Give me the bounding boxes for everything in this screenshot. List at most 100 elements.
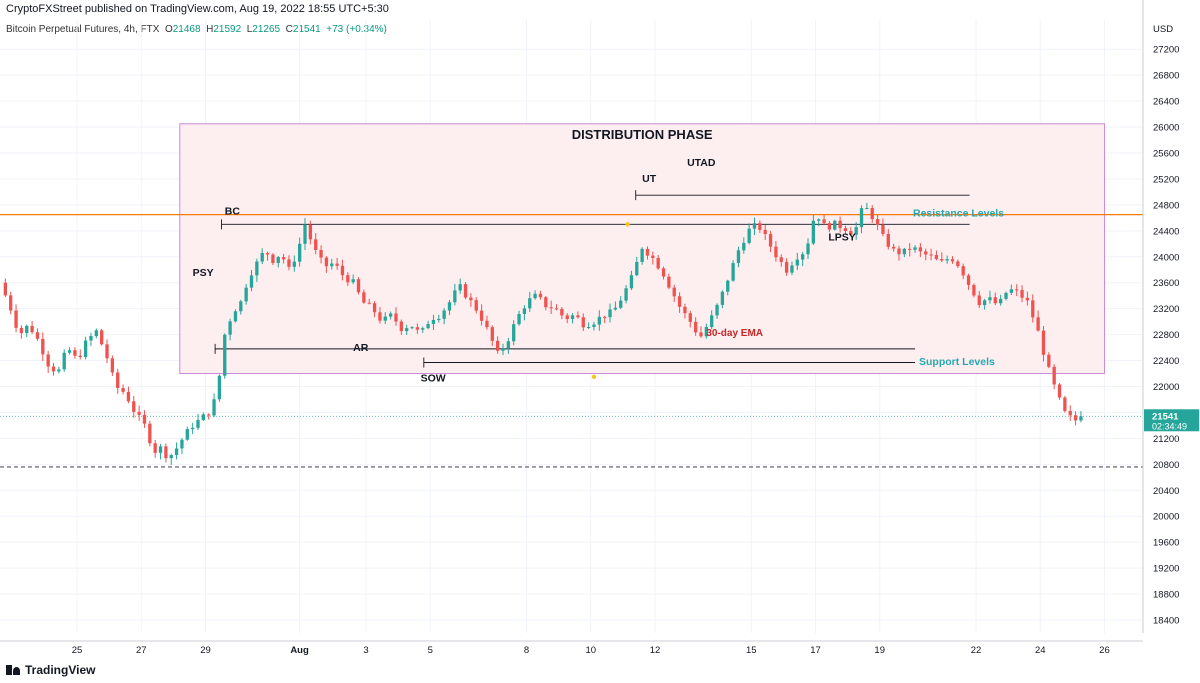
candle-body [918,247,923,252]
y-tick-label: 23600 [1153,278,1179,289]
y-tick-label: 22400 [1153,356,1179,367]
candle-body [431,319,436,324]
x-tick-label: 10 [585,645,596,656]
candle-body [174,448,179,456]
marker-dot [625,222,630,227]
candle-body [132,401,136,412]
candle-body [1063,397,1067,412]
annotation-30-day-ema: 30-day EMA [706,328,763,339]
candle-body [292,261,296,267]
candle-body [1020,290,1024,298]
candle-body [405,328,409,332]
candle-body [570,315,575,320]
candle-body [1079,416,1083,421]
candle-body [437,318,441,320]
candle-body [260,253,264,262]
candle-body [25,325,29,334]
candle-body [458,284,462,291]
candle-body [367,302,371,304]
candle-body [30,325,34,333]
candle-body [3,282,8,296]
candle-body [988,297,992,301]
candle-body [180,439,184,449]
candle-body [271,254,275,263]
candle-body [688,313,692,322]
candle-body [372,303,377,313]
x-tick-label: 22 [971,645,982,656]
candle-body [46,354,50,367]
y-tick-label: 25600 [1153,148,1179,159]
candle-body [913,247,917,250]
candle-body [415,327,420,330]
x-tick-label: 24 [1035,645,1046,656]
candle-body [442,310,446,319]
candle-body [710,315,714,328]
candle-body [1052,366,1056,385]
candle-body [314,239,318,251]
candle-body [806,243,810,255]
annotation-bc: BC [225,206,241,218]
candle-body [538,293,543,298]
candle-body [999,298,1003,304]
candle-body [891,246,896,249]
candle-body [677,296,682,307]
candle-body [463,284,468,298]
y-tick-label: 24000 [1153,252,1179,263]
candle-body [19,327,24,334]
symbol-name: Bitcoin Perpetual Futures, 4h, FTX [6,24,160,35]
candle-body [490,327,494,341]
candle-body [822,219,826,224]
candle-body [153,443,157,453]
symbol-line: Bitcoin Perpetual Futures, 4h, FTX O2146… [6,24,387,35]
candle-body [35,332,40,339]
candle-body [116,372,120,388]
candle-body [779,257,783,262]
candle-body [619,300,623,308]
candle-body [522,308,527,315]
brand-name: TradingView [25,663,96,677]
candle-body [164,446,168,459]
candle-body [640,248,644,262]
candle-body [699,332,703,337]
candle-body [592,324,596,327]
candle-body [1015,289,1019,291]
candle-body [453,290,457,303]
y-tick-label: 18800 [1153,590,1179,601]
x-tick-label: Aug [290,645,309,656]
y-tick-label: 19200 [1153,564,1179,575]
candle-body [656,257,660,269]
candle-body [881,224,885,234]
candle-body [929,254,933,256]
candle-body [854,227,858,235]
open-value: 21468 [172,24,201,35]
candle-body [340,265,345,276]
candle-body [255,261,259,276]
candle-body [549,307,553,309]
candle-body [94,330,98,337]
candle-body [977,295,981,306]
candle-body [838,220,842,229]
tradingview-brand[interactable]: TradingView [6,663,95,677]
candle-body [512,324,516,342]
annotation-sow: SOW [421,372,446,384]
candle-body [961,266,965,276]
candle-body [736,250,741,264]
candle-body [1068,411,1072,416]
candle-body [1031,300,1035,318]
candle-body [169,455,173,459]
candle-body [276,257,280,263]
candle-body [399,321,403,332]
candle-body [100,330,104,345]
candle-body [383,316,387,321]
candle-body [720,291,725,305]
candle-body [1004,292,1008,299]
candle-body [747,228,751,243]
candle-body [565,315,569,320]
high-value: 21592 [213,24,242,35]
candle-body [742,242,746,251]
candle-body [506,341,511,349]
candle-body [613,307,618,310]
candle-body [223,334,227,376]
